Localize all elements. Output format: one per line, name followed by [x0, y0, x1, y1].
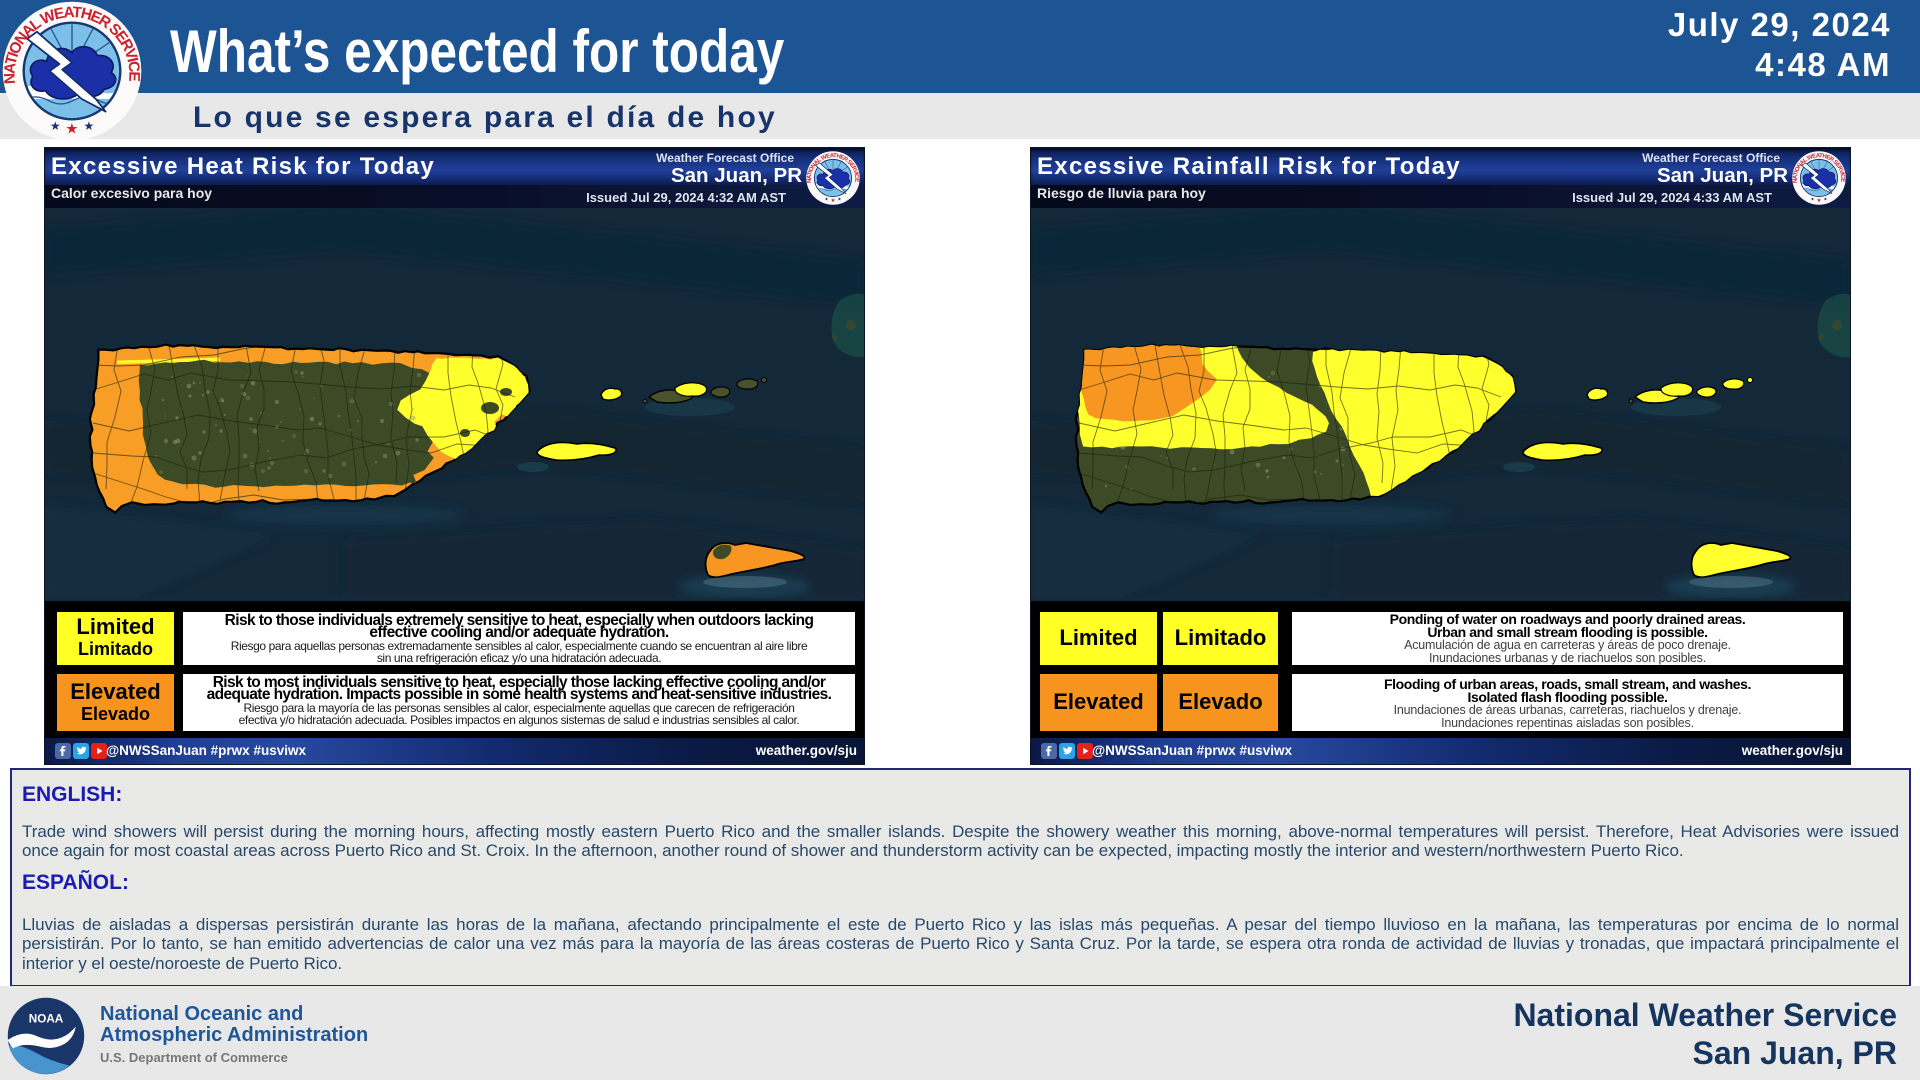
svg-text:★: ★: [1810, 197, 1815, 202]
svg-text:★: ★: [83, 119, 94, 133]
svg-text:★: ★: [1816, 197, 1821, 204]
svg-text:★: ★: [837, 197, 842, 202]
svg-text:★: ★: [1823, 197, 1828, 202]
svg-text:★: ★: [830, 197, 835, 204]
svg-text:★: ★: [65, 121, 78, 137]
svg-text:★: ★: [824, 197, 829, 202]
svg-text:NOAA: NOAA: [29, 1013, 64, 1026]
svg-text:★: ★: [50, 119, 61, 133]
